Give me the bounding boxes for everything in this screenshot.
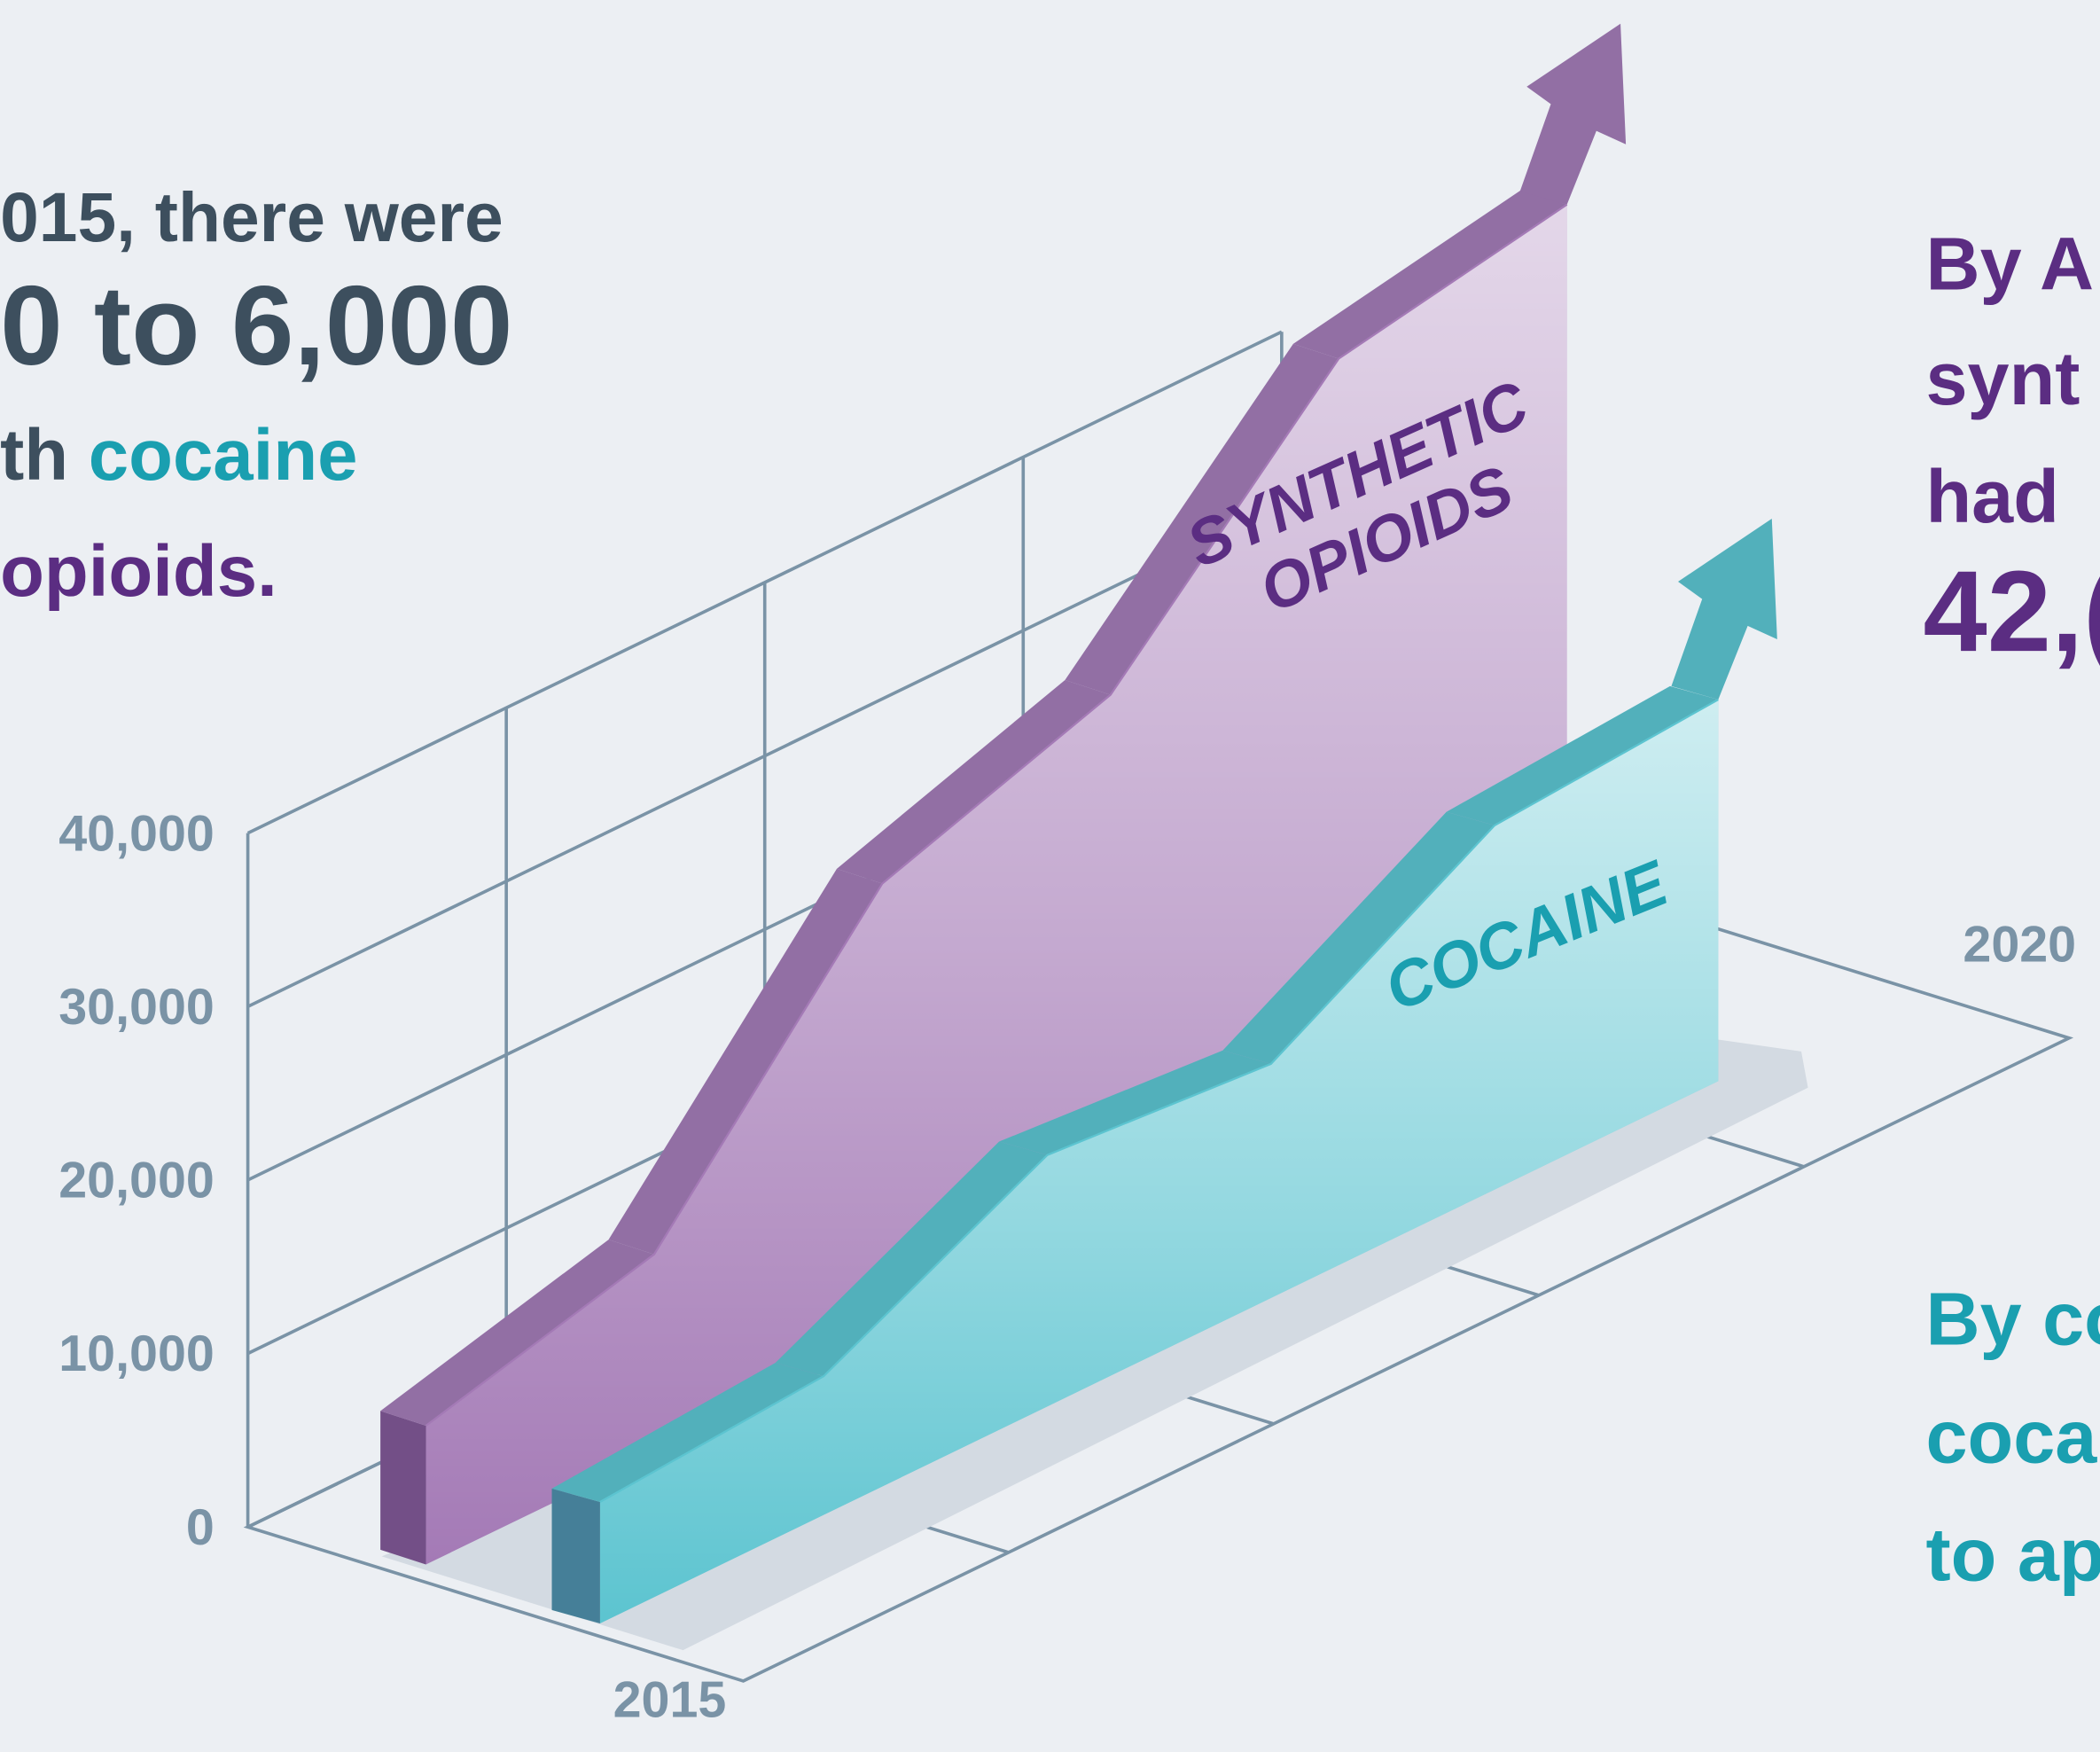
text-segment: 0 to 6,000 — [0, 262, 512, 388]
text-segment: opioids. — [0, 531, 277, 612]
ribbon-top-shade — [999, 1050, 1271, 1155]
left-text-line: 015, there were — [0, 178, 504, 256]
left-text-line: 0 to 6,000 — [0, 262, 512, 388]
ribbon-top-shade — [1292, 190, 1567, 359]
series-line — [599, 698, 1719, 1504]
ribbon-top — [1446, 685, 1719, 825]
grid-line — [246, 330, 1283, 835]
ribbon-top — [1292, 190, 1567, 359]
grid-line — [246, 504, 1283, 1008]
ribbon-top-shade — [1222, 811, 1495, 1064]
ribbon-top-shade — [380, 1240, 654, 1426]
ribbon-top — [551, 1363, 824, 1503]
text-segment: 015, there were — [0, 178, 504, 256]
series: SYNTHETIC OPIOIDS — [380, 23, 1627, 1565]
ribbon-top-shade — [836, 679, 1111, 884]
ribbon-top — [775, 1141, 1048, 1377]
ribbon-top — [1065, 343, 1339, 695]
x-tick-label: 2015 — [613, 1672, 727, 1729]
ribbon-side — [551, 1488, 600, 1623]
right-text-line: synt — [1926, 336, 2080, 420]
ribbon-side-shade — [551, 1488, 600, 1623]
left-text-line: opioids. — [0, 531, 277, 612]
area-highlight — [599, 699, 1719, 1623]
ribbon-top — [836, 679, 1111, 884]
right-text-line: had — [1926, 454, 2059, 538]
ribbon-top-shade — [551, 1363, 824, 1503]
y-tick-label: 10,000 — [59, 1326, 215, 1382]
arrow — [1671, 519, 1777, 700]
right-text-line: coca — [1926, 1395, 2098, 1479]
ribbon-side — [380, 1411, 426, 1565]
series-line — [425, 203, 1568, 1427]
left-text-line: th cocaine — [0, 415, 357, 496]
y-tick-label: 30,000 — [59, 979, 215, 1036]
arrow — [1519, 23, 1627, 205]
series: COCAINE — [551, 519, 1777, 1623]
y-tick-label: 20,000 — [59, 1153, 215, 1209]
ribbon-top — [380, 1240, 654, 1426]
arrow-shade — [1671, 519, 1777, 700]
ribbon-side-shade — [380, 1411, 426, 1565]
ribbon-top — [1222, 811, 1495, 1064]
y-tick-label: 40,000 — [59, 805, 215, 862]
ribbon-top-shade — [1446, 685, 1719, 825]
y-tick-label: 0 — [186, 1499, 215, 1556]
ribbon-top-shade — [608, 868, 883, 1255]
ribbon-top-shade — [775, 1141, 1048, 1377]
x-tick-label: 2020 — [1963, 917, 2076, 974]
ribbon-top — [999, 1050, 1271, 1155]
area-highlight — [425, 204, 1567, 1565]
right-text-line: By co — [1926, 1277, 2100, 1361]
arrow-shade — [1519, 23, 1627, 205]
ribbon-top — [608, 868, 883, 1255]
text-segment: cocaine — [89, 415, 358, 496]
text-segment: th — [0, 415, 89, 496]
right-text-line: By A — [1926, 221, 2095, 305]
ribbon-top-shade — [1065, 343, 1339, 695]
right-text-line: 42,( — [1923, 546, 2100, 676]
right-text-line: to ap — [1926, 1513, 2100, 1597]
